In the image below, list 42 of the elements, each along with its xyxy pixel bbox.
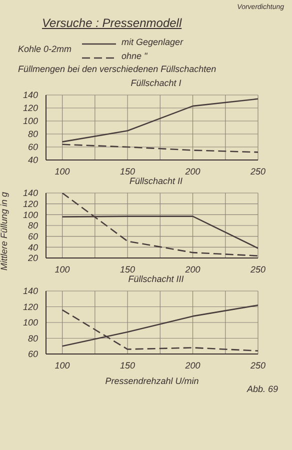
y-tick-label: 60 bbox=[28, 232, 38, 242]
text: Versuche : Pressenmodell bbox=[42, 16, 182, 30]
y-tick-label: 140 bbox=[22, 90, 38, 100]
x-tick-label: 200 bbox=[184, 360, 200, 370]
legend-label: mit Gegenlager bbox=[122, 37, 184, 47]
legend-label: ohne " bbox=[122, 51, 148, 61]
y-tick-label: 80 bbox=[28, 333, 38, 344]
y-tick-label: 120 bbox=[22, 302, 38, 312]
x-axis-title: Pressendrehzahl U/min bbox=[105, 376, 199, 386]
y-tick-label: 100 bbox=[22, 318, 38, 328]
y-tick-label: 40 bbox=[28, 242, 38, 252]
x-tick-label: 200 bbox=[184, 166, 200, 176]
x-tick-label: 150 bbox=[120, 166, 136, 176]
y-tick-label: 100 bbox=[22, 210, 38, 220]
legend-title: Kohle 0-2mm bbox=[18, 44, 72, 54]
y-tick-label: 100 bbox=[22, 116, 38, 126]
x-tick-label: 150 bbox=[120, 360, 136, 370]
x-tick-label: 250 bbox=[249, 264, 266, 274]
y-tick-label: 120 bbox=[22, 199, 38, 210]
y-tick-label: 60 bbox=[28, 349, 38, 360]
x-tick-label: 200 bbox=[184, 264, 200, 274]
y-tick-label: 60 bbox=[28, 142, 38, 152]
y-tick-label: 140 bbox=[22, 188, 38, 198]
y-tick-label: 140 bbox=[22, 286, 38, 296]
x-tick-label: 250 bbox=[249, 166, 266, 176]
chart-title: Füllschacht II bbox=[128, 176, 184, 188]
chart-title: Füllschacht III bbox=[127, 274, 185, 286]
y-axis-title: Mittlere Füllung in g bbox=[0, 192, 10, 270]
caption: Abb. 69 bbox=[246, 384, 278, 394]
chart-title: Füllschacht I bbox=[130, 78, 182, 90]
chart-subtitle: Füllmengen bei den verschiedenen Füllschachten bbox=[17, 64, 218, 76]
y-tick-label: 40 bbox=[28, 155, 38, 166]
line-series bbox=[62, 193, 258, 256]
y-tick-label: 80 bbox=[28, 129, 38, 140]
x-tick-label: 100 bbox=[54, 264, 70, 274]
x-tick-label: 100 bbox=[54, 360, 70, 370]
x-tick-label: 250 bbox=[249, 360, 266, 370]
x-tick-label: 150 bbox=[120, 264, 136, 274]
y-tick-label: 80 bbox=[28, 220, 38, 231]
y-tick-label: 120 bbox=[22, 103, 38, 114]
y-tick-label: 20 bbox=[26, 253, 38, 264]
x-tick-label: 100 bbox=[54, 166, 70, 176]
